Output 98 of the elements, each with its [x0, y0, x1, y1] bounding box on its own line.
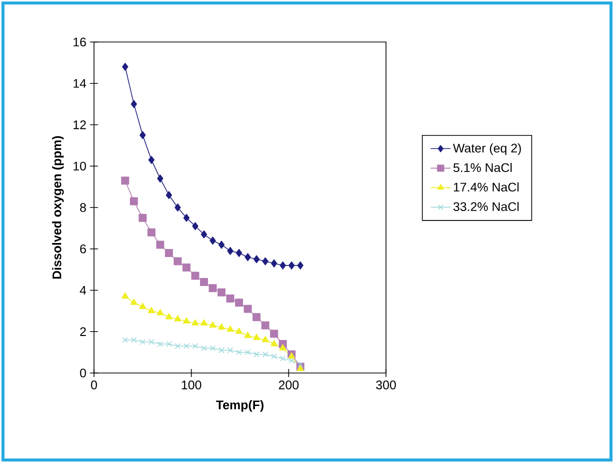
- point: [218, 288, 226, 296]
- point: [201, 345, 207, 352]
- legend-label: 33.2% NaCl: [453, 202, 519, 212]
- point: [139, 302, 146, 309]
- point: [192, 222, 198, 230]
- point: [244, 332, 252, 338]
- point: [122, 62, 128, 71]
- point: [200, 278, 208, 286]
- point: [130, 298, 138, 305]
- y-axis-title: Dissolved oxygen (ppm): [52, 136, 64, 279]
- point: [262, 257, 268, 266]
- point: [164, 249, 173, 258]
- point: [130, 336, 137, 343]
- point: [174, 257, 182, 266]
- point: [244, 253, 251, 262]
- point: [182, 263, 190, 272]
- point: [166, 341, 172, 347]
- x-tick-label: 0: [91, 380, 97, 390]
- point: [121, 176, 130, 185]
- point: [156, 240, 164, 249]
- point: [192, 343, 198, 350]
- point: [280, 261, 286, 270]
- point: [148, 339, 154, 345]
- point: [130, 197, 138, 206]
- point: [166, 191, 172, 200]
- point: [122, 336, 128, 343]
- point: [209, 321, 216, 328]
- point: [227, 246, 234, 255]
- y-tick-label: 0: [80, 368, 86, 378]
- point: [235, 298, 244, 307]
- point: [184, 343, 190, 350]
- point: [147, 228, 156, 236]
- point: [174, 204, 181, 212]
- x-axis-title: Temp(F): [216, 400, 264, 412]
- point: [148, 306, 155, 314]
- legend-label: 17.4% NaCl: [454, 182, 519, 192]
- point: [262, 336, 269, 342]
- y-tick-label: 8: [80, 203, 86, 212]
- point: [226, 294, 234, 303]
- point: [254, 351, 260, 358]
- point: [236, 328, 243, 334]
- point: [148, 156, 155, 164]
- point: [262, 351, 268, 358]
- point: [200, 230, 208, 238]
- point: [227, 347, 234, 354]
- point: [218, 323, 226, 330]
- point: [236, 249, 242, 258]
- point: [270, 330, 278, 338]
- point: [130, 100, 138, 108]
- point: [182, 317, 190, 324]
- point: [210, 236, 216, 245]
- point: [140, 131, 146, 140]
- point: [156, 309, 164, 316]
- point: [270, 340, 278, 346]
- point: [174, 315, 182, 322]
- x-tick-label: 100: [182, 380, 202, 390]
- point: [253, 255, 260, 264]
- point: [244, 349, 251, 356]
- point: [157, 174, 164, 183]
- point: [210, 345, 216, 352]
- point: [200, 319, 208, 326]
- point: [218, 240, 225, 249]
- point: [279, 344, 286, 350]
- point: [218, 347, 224, 354]
- point: [183, 214, 190, 222]
- point: [140, 339, 146, 345]
- y-tick-label: 12: [74, 120, 86, 130]
- y-tick-label: 2: [80, 327, 86, 336]
- y-tick-label: 14: [74, 79, 86, 88]
- point: [208, 284, 217, 292]
- point: [165, 313, 172, 320]
- point: [122, 292, 129, 299]
- point: [191, 272, 200, 280]
- y-tick-label: 16: [74, 38, 86, 46]
- x-tick-label: 300: [376, 380, 396, 390]
- legend-label: 5.1% NaCl: [453, 162, 512, 172]
- point: [226, 326, 234, 332]
- point: [138, 214, 147, 222]
- point: [297, 261, 304, 270]
- point: [244, 304, 252, 313]
- x-tick-label: 200: [278, 380, 299, 390]
- point: [252, 313, 261, 322]
- point: [288, 358, 295, 364]
- point: [261, 321, 270, 330]
- point: [297, 362, 304, 368]
- y-tick-label: 6: [80, 244, 86, 254]
- y-tick-label: 4: [80, 286, 86, 295]
- point: [280, 356, 286, 362]
- point: [174, 343, 181, 350]
- point: [271, 354, 278, 360]
- legend-label: Water (eq 2): [453, 143, 521, 156]
- point: [270, 259, 278, 268]
- point: [236, 349, 242, 356]
- point: [288, 261, 295, 270]
- point: [253, 334, 260, 340]
- point: [192, 319, 199, 326]
- y-tick-label: 10: [74, 162, 86, 171]
- point: [157, 341, 164, 347]
